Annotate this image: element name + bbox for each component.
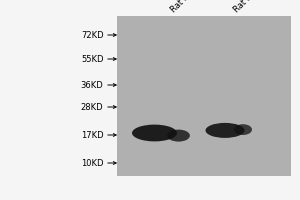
Text: 55KD: 55KD	[81, 54, 103, 64]
Text: 10KD: 10KD	[81, 158, 103, 167]
Text: 17KD: 17KD	[81, 131, 103, 140]
Ellipse shape	[234, 124, 252, 135]
Text: Rat Brain: Rat Brain	[232, 0, 266, 14]
Ellipse shape	[132, 125, 177, 141]
Ellipse shape	[167, 130, 190, 142]
Ellipse shape	[206, 123, 244, 138]
Text: 36KD: 36KD	[81, 81, 103, 90]
Text: 72KD: 72KD	[81, 30, 103, 40]
Text: 28KD: 28KD	[81, 102, 103, 112]
Text: Rat Heart: Rat Heart	[169, 0, 204, 14]
Bar	[117, 16, 291, 176]
